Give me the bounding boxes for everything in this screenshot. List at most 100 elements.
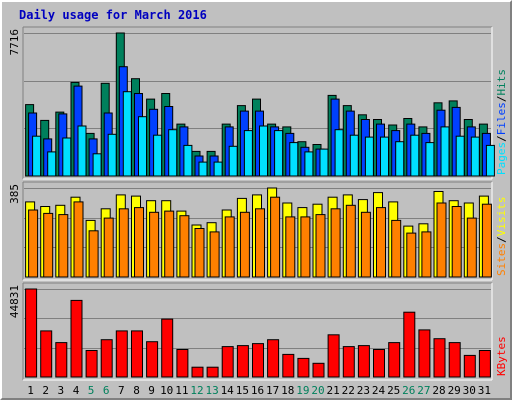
day-label: 6 xyxy=(103,384,110,397)
bar-pages xyxy=(153,134,163,177)
series-sites xyxy=(28,196,492,278)
bar-pages xyxy=(243,130,253,177)
bar-pages xyxy=(122,91,132,177)
bar-pages xyxy=(364,136,374,177)
bar-sites xyxy=(164,210,175,278)
chart-panels: 7716Pages/Files/Hits385Sites/Visits44831… xyxy=(8,26,508,381)
bar-pages xyxy=(455,135,465,177)
bar-kbytes xyxy=(221,346,234,378)
day-label: 7 xyxy=(118,384,125,397)
bar-kbytes xyxy=(282,353,295,378)
bar-pages xyxy=(289,142,299,177)
day-label: 24 xyxy=(372,384,386,397)
day-label: 28 xyxy=(432,384,445,397)
bar-kbytes xyxy=(236,345,249,378)
legend: KBytes xyxy=(495,336,508,376)
day-label: 3 xyxy=(57,384,64,397)
day-label: 11 xyxy=(175,384,188,397)
bar-sites xyxy=(194,228,205,278)
day-label: 16 xyxy=(251,384,264,397)
bar-kbytes xyxy=(403,311,416,378)
bar-pages xyxy=(92,153,102,177)
day-label: 27 xyxy=(417,384,430,397)
bar-kbytes xyxy=(25,288,38,378)
bar-kbytes xyxy=(176,349,189,378)
day-label: 17 xyxy=(266,384,279,397)
bar-kbytes xyxy=(55,342,68,378)
bar-sites xyxy=(466,217,477,278)
bar-sites xyxy=(179,215,190,278)
bar-sites xyxy=(376,207,386,278)
bar-pages xyxy=(228,145,238,177)
bar-pages xyxy=(62,137,72,177)
bar-kbytes xyxy=(267,339,280,378)
day-label: 18 xyxy=(281,384,294,397)
bar-sites xyxy=(330,208,341,278)
day-label: 9 xyxy=(148,384,155,397)
bar-kbytes xyxy=(131,330,143,378)
bar-pages xyxy=(183,144,193,177)
legend: Pages/Files/Hits xyxy=(495,69,508,175)
bar-kbytes xyxy=(312,362,325,378)
series-kbytes xyxy=(25,288,491,378)
bar-pages xyxy=(380,136,389,177)
bar-sites xyxy=(239,211,250,278)
legend-item: Hits xyxy=(495,69,508,96)
bar-sites xyxy=(345,204,356,278)
bar-kbytes xyxy=(70,299,83,378)
bar-kbytes xyxy=(115,330,128,378)
bar-kbytes xyxy=(100,339,113,378)
bar-pages xyxy=(259,125,268,177)
bar-sites xyxy=(103,217,114,278)
bar-pages xyxy=(349,134,359,177)
day-label: 29 xyxy=(448,384,461,397)
bar-pages xyxy=(47,151,57,177)
bar-sites xyxy=(149,211,160,278)
bar-kbytes xyxy=(357,345,370,378)
bar-pages xyxy=(485,144,495,177)
y-max-label: 385 xyxy=(8,184,21,204)
bar-kbytes xyxy=(206,366,219,378)
day-label: 20 xyxy=(311,384,324,397)
bar-kbytes xyxy=(161,318,174,378)
day-labels: 1 2 3 4 5 6 7 8 9 10 11 12 13 14 15 16 17 18 19 20 21 22 23 24 2… xyxy=(27,384,491,397)
bar-sites xyxy=(118,208,129,278)
bar-pages xyxy=(198,161,208,177)
bar-pages xyxy=(395,141,405,177)
bar-sites xyxy=(134,207,144,278)
bar-sites xyxy=(224,216,235,278)
series-pages xyxy=(32,91,495,177)
chart-title: Daily usage for March 2016 xyxy=(19,8,207,22)
day-label: 31 xyxy=(478,384,491,397)
bar-pages xyxy=(274,130,284,177)
bar-sites xyxy=(43,212,54,278)
day-label: 21 xyxy=(326,384,339,397)
bar-sites xyxy=(73,201,84,278)
bar-pages xyxy=(425,142,435,177)
bar-sites xyxy=(255,208,265,278)
bar-pages xyxy=(334,129,344,177)
bar-pages xyxy=(304,151,314,177)
y-max-label: 7716 xyxy=(8,29,21,56)
bar-pages xyxy=(319,148,329,177)
bar-kbytes xyxy=(252,343,264,378)
day-label: 12 xyxy=(190,384,203,397)
day-label: 8 xyxy=(133,384,140,397)
day-label: 1 xyxy=(27,384,34,397)
bar-kbytes xyxy=(191,366,204,378)
bar-sites xyxy=(421,231,432,278)
day-label: 14 xyxy=(221,384,235,397)
day-label: 10 xyxy=(160,384,173,397)
day-label: 2 xyxy=(42,384,49,397)
legend-item: / xyxy=(495,96,508,103)
day-label: 13 xyxy=(205,384,218,397)
day-label: 26 xyxy=(402,384,415,397)
bottom-panel: 44831 KBytes xyxy=(8,282,508,381)
bar-sites xyxy=(58,214,69,278)
bar-kbytes xyxy=(85,350,98,378)
legend-item: Pages xyxy=(495,142,508,175)
bar-kbytes xyxy=(327,334,340,378)
bar-pages xyxy=(77,125,87,177)
